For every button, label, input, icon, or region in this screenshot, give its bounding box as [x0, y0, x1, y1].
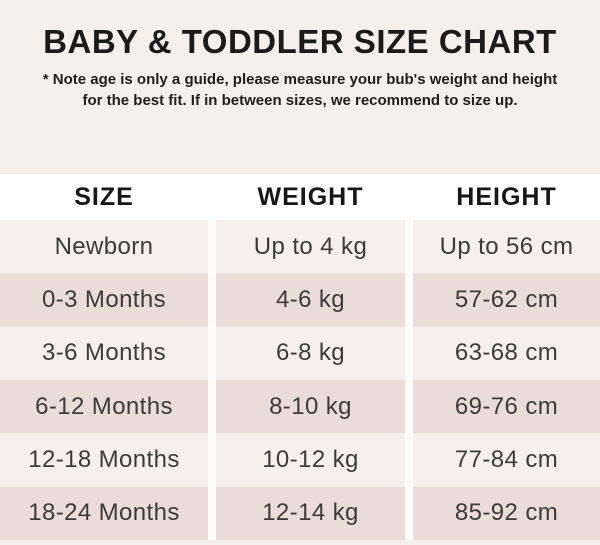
size-table: SIZE WEIGHT HEIGHT Newborn Up to 4 kg Up… — [0, 174, 600, 545]
table-row-3-6-months: 3-6 Months 6-8 kg 63-68 cm — [0, 326, 600, 380]
size-cell: 3-6 Months — [0, 326, 208, 380]
weight-cell: 8-10 kg — [216, 379, 405, 434]
column-header-weight: WEIGHT — [257, 182, 364, 211]
weight-cell: 6-8 kg — [216, 326, 405, 380]
height-cell: 57-62 cm — [413, 273, 600, 327]
table-row-18-24-months: 18-24 Months 12-14 kg 85-92 cm — [0, 486, 600, 540]
table-row-6-12-months: 6-12 Months 8-10 kg 69-76 cm — [0, 379, 600, 434]
size-cell: 18-24 Months — [0, 486, 208, 540]
table-row-newborn: Newborn Up to 4 kg Up to 56 cm — [0, 220, 600, 274]
column-header-height: HEIGHT — [456, 182, 557, 211]
height-cell: 85-92 cm — [413, 486, 600, 540]
size-cell: 0-3 Months — [0, 273, 208, 327]
size-chart-page: BABY & TODDLER SIZE CHART * Note age is … — [0, 23, 600, 545]
weight-cell: 12-14 kg — [216, 486, 405, 540]
height-cell: 63-68 cm — [413, 326, 600, 380]
size-cell: Newborn — [0, 220, 208, 274]
note-text: * Note age is only a guide, please measu… — [42, 71, 558, 109]
page-title: BABY & TODDLER SIZE CHART — [43, 23, 557, 60]
table-row-0-3-months: 0-3 Months 4-6 kg 57-62 cm — [0, 273, 600, 327]
weight-cell: Up to 4 kg — [216, 220, 405, 274]
size-cell: 12-18 Months — [0, 433, 208, 487]
table-header-row: SIZE WEIGHT HEIGHT — [0, 174, 600, 220]
weight-cell: 10-12 kg — [216, 433, 405, 487]
height-cell: Up to 56 cm — [413, 220, 600, 274]
table-row-12-18-months: 12-18 Months 10-12 kg 77-84 cm — [0, 433, 600, 487]
column-header-size: SIZE — [74, 182, 134, 211]
table-bottom-strip — [0, 539, 600, 545]
height-cell: 69-76 cm — [413, 379, 600, 434]
weight-cell: 4-6 kg — [216, 273, 405, 327]
size-cell: 6-12 Months — [0, 379, 208, 434]
height-cell: 77-84 cm — [413, 433, 600, 487]
